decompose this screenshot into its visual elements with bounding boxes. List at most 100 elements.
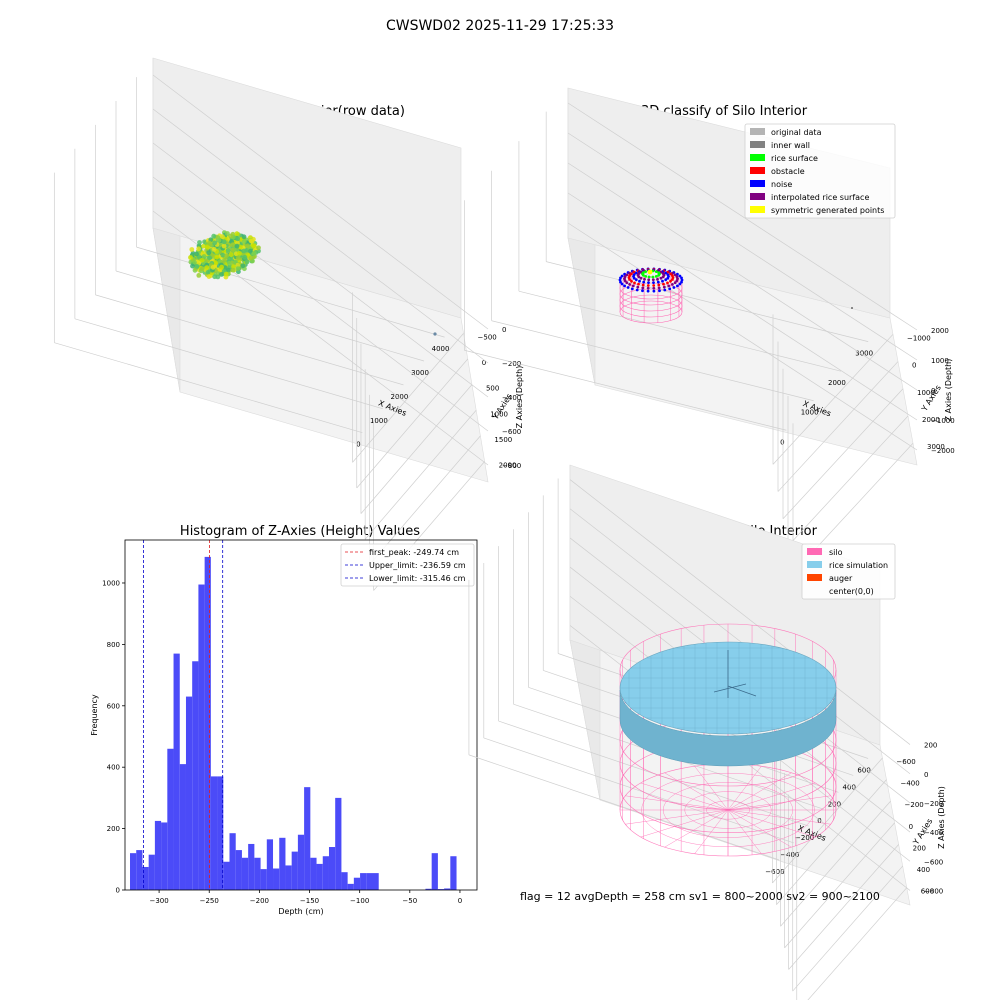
data-point	[199, 257, 205, 263]
data-point	[205, 269, 211, 275]
histogram-bar	[437, 889, 445, 890]
histogram-bar	[130, 853, 137, 890]
x-tick-label: 200	[828, 800, 841, 808]
x-tick-label: −100	[350, 897, 369, 905]
data-point	[225, 231, 230, 236]
data-point	[641, 271, 645, 275]
data-point	[657, 273, 661, 277]
data-point	[248, 255, 254, 261]
data-point	[644, 275, 648, 278]
histogram-bar	[372, 873, 379, 890]
data-point	[628, 283, 631, 286]
data-point	[196, 246, 202, 252]
data-point	[190, 263, 195, 269]
data-point	[207, 240, 212, 246]
auger-arm	[713, 683, 747, 693]
histogram-bar	[260, 869, 267, 890]
y-gridline	[369, 435, 481, 566]
data-point	[657, 283, 661, 287]
x-tick-label: 2000	[828, 379, 846, 387]
histogram-bar	[223, 861, 230, 890]
data-point	[641, 289, 644, 293]
x-tick-label: −200	[250, 897, 269, 905]
x-tick-label: −400	[780, 851, 799, 859]
data-point	[669, 279, 672, 283]
legend-swatch	[750, 141, 765, 148]
data-point	[225, 248, 231, 253]
y-tick-label: 600	[107, 702, 120, 710]
z-tick-label: 0	[502, 326, 506, 334]
histogram-bar	[173, 653, 180, 890]
data-point	[241, 234, 247, 240]
data-point	[242, 254, 248, 260]
histogram-bar	[444, 888, 451, 890]
histogram-bar	[154, 820, 162, 890]
legend-swatch	[750, 193, 765, 200]
y-tick-label: −600	[896, 758, 915, 766]
data-point	[619, 280, 622, 284]
data-point	[192, 260, 197, 265]
data-point	[623, 272, 626, 276]
data-point	[668, 287, 672, 291]
data-point	[654, 275, 658, 278]
data-point	[623, 275, 627, 279]
data-point	[241, 239, 247, 244]
x-gridline	[136, 246, 445, 338]
histogram-bar	[366, 873, 373, 890]
y-gridline	[360, 384, 473, 514]
data-point	[680, 280, 683, 284]
histogram-bar	[304, 787, 311, 890]
silo-floor-spoke	[664, 809, 729, 848]
x-tick-label: 3000	[855, 350, 873, 358]
data-point	[199, 266, 205, 272]
x-gridline	[95, 294, 404, 386]
histogram-bar	[192, 661, 199, 890]
y-gridline	[787, 415, 909, 547]
data-point	[620, 274, 624, 278]
x-tick-label: 0	[356, 441, 360, 449]
legend-label: silo	[829, 548, 843, 557]
data-point	[647, 269, 653, 275]
z-gridline	[569, 508, 911, 775]
data-point	[651, 278, 655, 282]
data-point	[204, 244, 210, 250]
y-tick-label: 400	[107, 764, 120, 772]
x-gridline	[468, 754, 780, 861]
legend-label: obstacle	[771, 167, 805, 176]
z-tick-label: −200	[924, 800, 943, 808]
data-point	[224, 253, 230, 259]
data-point	[222, 265, 228, 270]
y-tick-label: 200	[107, 825, 120, 833]
x-tick-label: 600	[857, 767, 870, 775]
data-point	[219, 264, 225, 270]
data-point	[654, 270, 658, 273]
silo-floor-spoke	[727, 809, 831, 825]
data-point	[625, 273, 629, 277]
data-point	[251, 251, 257, 256]
data-point	[433, 332, 437, 336]
data-point	[625, 281, 629, 285]
legend-frame	[340, 543, 475, 587]
x-gridline	[54, 342, 363, 434]
histogram-bar	[235, 850, 242, 890]
legend-swatch	[807, 561, 822, 568]
data-point	[227, 260, 232, 266]
silo-floor-spoke	[727, 809, 792, 848]
data-point	[628, 274, 631, 278]
data-point	[634, 278, 638, 282]
x-gridline	[115, 270, 425, 362]
histogram-bar	[360, 873, 367, 890]
x-tick-label: −150	[300, 897, 319, 905]
histogram-bar	[316, 863, 323, 890]
y-tick-label: 0	[912, 362, 916, 370]
data-point	[666, 281, 669, 285]
data-point	[235, 236, 241, 242]
data-point	[214, 254, 220, 260]
x-tick-label: −200	[795, 834, 814, 842]
data-point	[646, 286, 650, 290]
x-tick-label: 3000	[411, 369, 429, 377]
data-point	[194, 264, 200, 269]
panel4-surface3d: −600−400−2000200400600−600−400−200020040…	[468, 464, 946, 1000]
data-point	[189, 247, 195, 252]
y-tick-label: 0	[909, 823, 913, 831]
